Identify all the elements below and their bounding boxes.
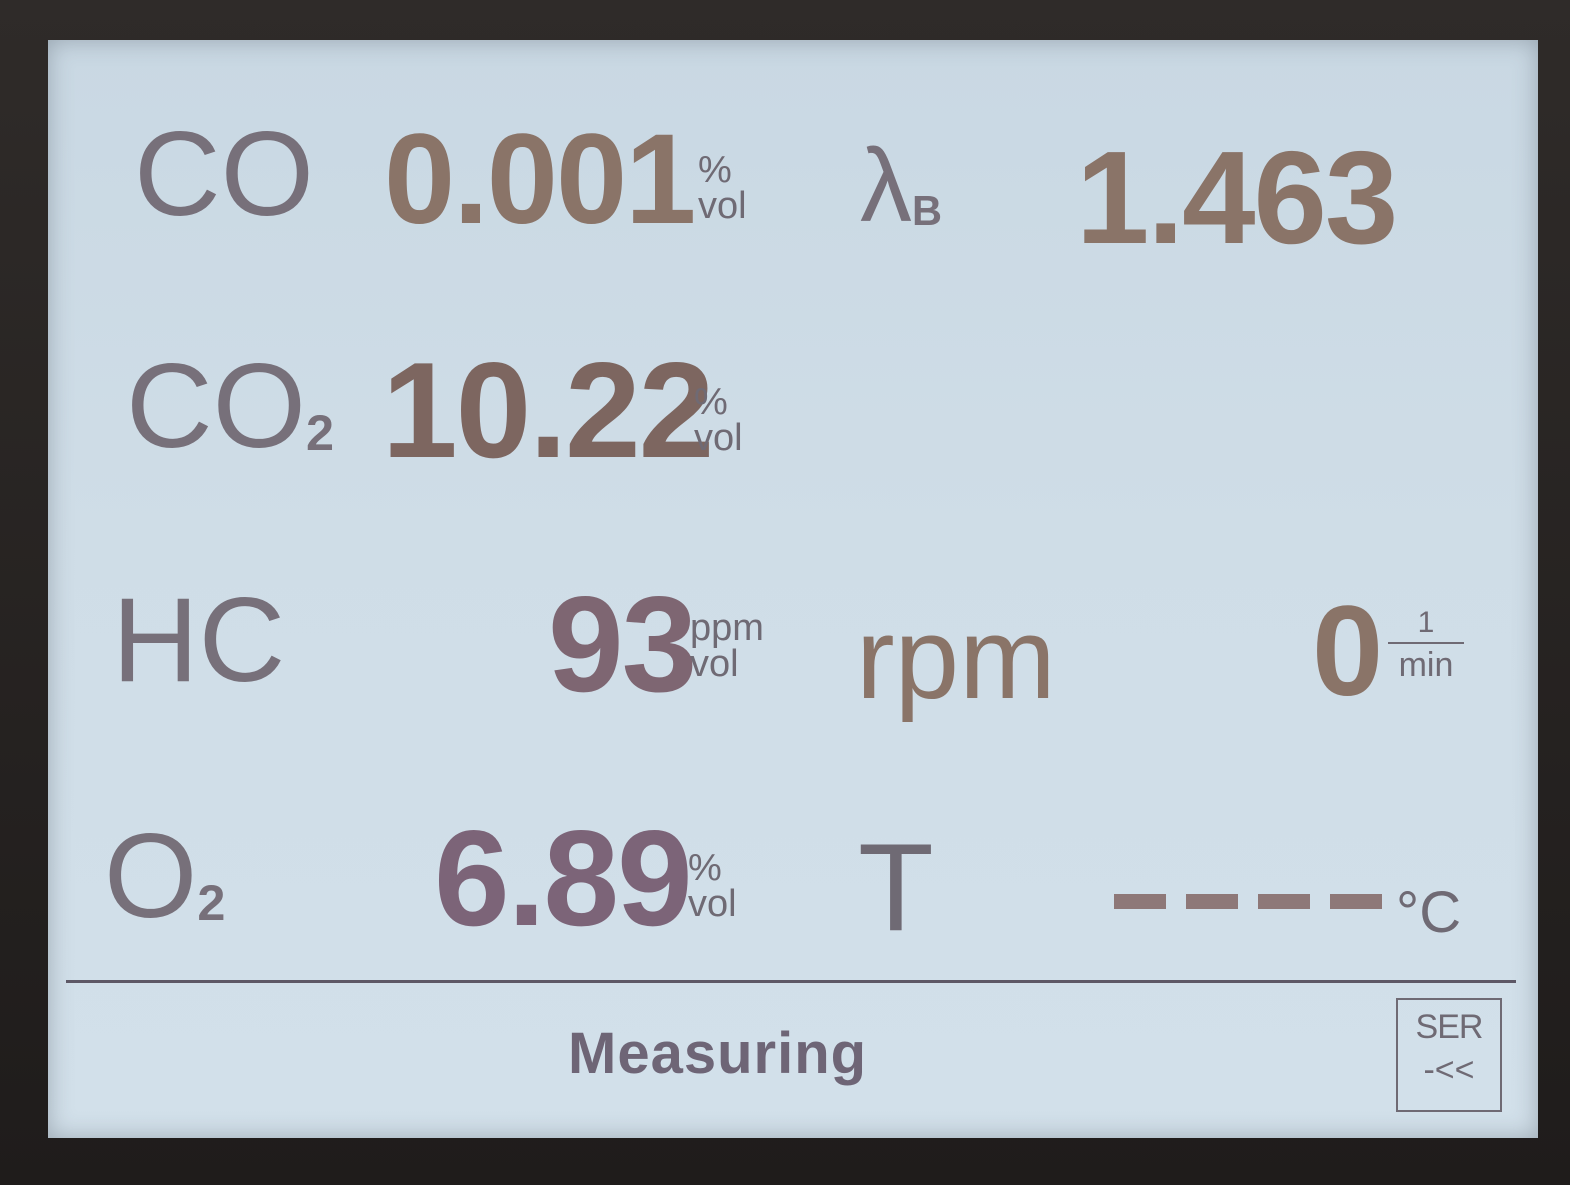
- temp-dash: [1330, 894, 1382, 909]
- status-divider: [66, 980, 1516, 983]
- co-value: 0.001: [384, 108, 696, 251]
- hc-label: HC: [112, 573, 286, 707]
- rpm-unit-numerator: 1: [1417, 606, 1435, 639]
- temp-dash: [1114, 894, 1166, 909]
- co-label: CO: [134, 107, 314, 241]
- rpm-unit: 1 min: [1388, 608, 1464, 682]
- co2-label-text: CO: [126, 339, 306, 473]
- co-unit-bottom: vol: [698, 185, 747, 228]
- lambda-symbol: λ: [860, 128, 912, 244]
- lambda-value: 1.463: [1076, 124, 1398, 271]
- co-unit: % vol: [698, 149, 747, 228]
- co2-unit-bottom: vol: [694, 417, 743, 460]
- o2-subscript: 2: [197, 873, 226, 931]
- o2-label: O2: [104, 816, 225, 936]
- status-text: Measuring: [568, 1021, 868, 1086]
- lcd-display: CO 0.001 % vol λB 1.463 CO2 10.22 % vol …: [48, 40, 1538, 1138]
- co-unit-top: %: [698, 149, 732, 191]
- o2-unit: % vol: [688, 847, 737, 926]
- ser-arrow-icon: -<<: [1423, 1051, 1475, 1089]
- rpm-unit-fraction-bar: [1388, 642, 1464, 644]
- lambda-label: λB: [860, 134, 942, 238]
- lambda-subscript: B: [912, 187, 943, 235]
- hc-value: 93: [548, 568, 697, 720]
- temp-dash: [1186, 894, 1238, 909]
- co2-unit-top: %: [694, 381, 728, 423]
- o2-value: 6.89: [434, 802, 693, 954]
- temp-label: T: [858, 819, 934, 957]
- rpm-value: 0: [1312, 580, 1383, 723]
- hc-unit: ppm vol: [690, 607, 764, 686]
- co2-unit: % vol: [694, 381, 743, 460]
- o2-unit-top: %: [688, 847, 722, 889]
- temp-unit: °C: [1396, 880, 1462, 945]
- hc-unit-top: ppm: [690, 607, 764, 649]
- co2-subscript: 2: [306, 403, 335, 461]
- ser-label: SER: [1415, 1008, 1484, 1046]
- hc-unit-bottom: vol: [690, 643, 739, 686]
- o2-unit-bottom: vol: [688, 883, 737, 926]
- co2-label: CO2: [126, 346, 334, 466]
- o2-label-text: O: [104, 809, 198, 943]
- co2-value: 10.22: [382, 334, 714, 486]
- temp-value-dashes: [1114, 894, 1382, 909]
- rpm-label: rpm: [856, 593, 1056, 723]
- rpm-unit-denominator: min: [1398, 646, 1454, 684]
- temp-dash: [1258, 894, 1310, 909]
- ser-indicator: SER -<<: [1396, 998, 1502, 1112]
